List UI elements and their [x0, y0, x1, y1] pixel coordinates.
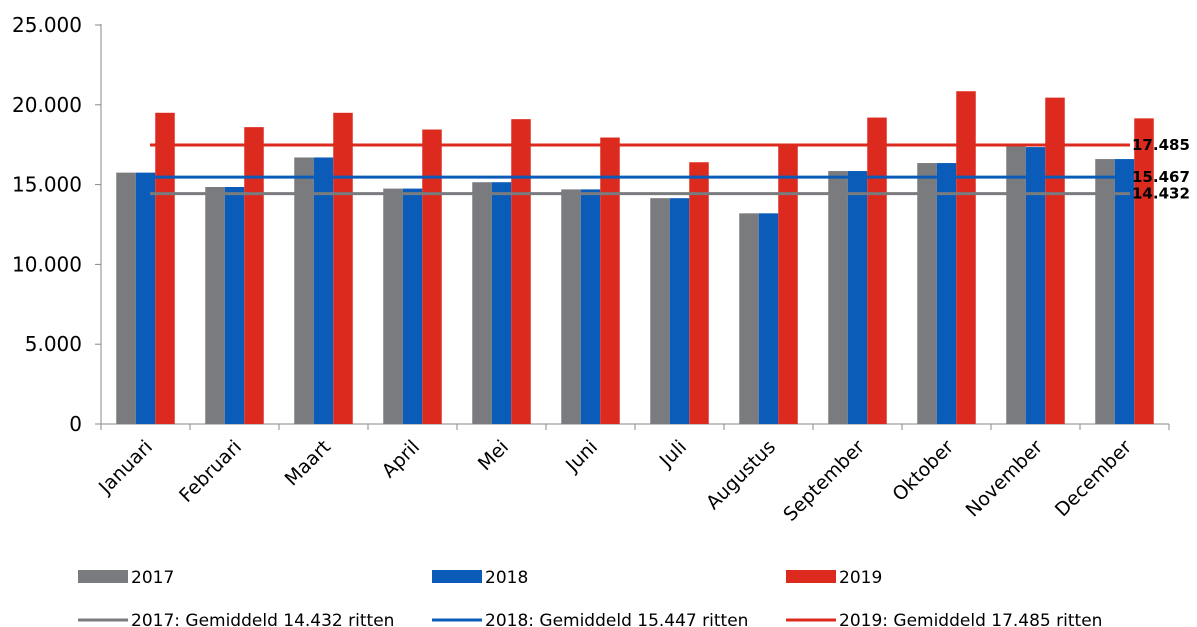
x-tick-label: Mei [474, 436, 513, 475]
bar [294, 157, 314, 424]
bar [828, 171, 848, 424]
y-tick-label: 5.000 [25, 332, 82, 356]
bar [402, 188, 423, 424]
bar [1006, 145, 1026, 425]
legend-label: 2018 [485, 568, 528, 588]
bar [600, 137, 620, 424]
x-tick-label: Oktober [888, 436, 958, 506]
x-tick-label: Januari [94, 436, 157, 499]
bar [936, 163, 957, 424]
x-tick-label: September [779, 436, 869, 526]
y-tick-label: 10.000 [12, 252, 82, 276]
bar [205, 186, 225, 424]
x-tick-label: November [962, 436, 1048, 522]
x-tick-label: April [378, 436, 424, 482]
legend-label: 2019 [839, 568, 882, 588]
bar [155, 112, 175, 424]
y-tick-label: 15.000 [12, 173, 82, 197]
x-tick-label: Maart [281, 436, 335, 490]
bar [669, 198, 690, 424]
bar [333, 112, 353, 424]
x-tick-label: Augustus [702, 436, 780, 514]
bar [758, 213, 779, 424]
bar [847, 171, 868, 424]
legend-swatch [786, 570, 836, 583]
average-label: 15.467 [1132, 168, 1190, 186]
bar [491, 182, 512, 424]
legend-label: 2019: Gemiddeld 17.485 ritten [839, 611, 1102, 627]
legend-swatch [432, 570, 482, 583]
y-tick-label: 0 [69, 412, 82, 436]
bar [135, 172, 156, 424]
bar [511, 119, 531, 424]
legend-label: 2017 [131, 568, 174, 588]
x-tick-label: Juli [655, 436, 691, 472]
chart-bars [116, 91, 1154, 425]
bar [422, 129, 442, 424]
average-label: 14.432 [1132, 185, 1190, 203]
bar [313, 157, 334, 424]
bar [244, 127, 264, 425]
legend-swatch [78, 570, 128, 583]
x-tick-label: Februari [175, 436, 246, 507]
bar [1095, 159, 1115, 424]
bar [116, 172, 136, 424]
y-tick-label: 25.000 [12, 13, 82, 37]
bar [867, 117, 887, 425]
bar [1025, 147, 1046, 424]
bar [917, 163, 937, 424]
bar [472, 182, 492, 424]
x-tick-label: December [1051, 436, 1136, 521]
bar [739, 213, 759, 424]
bar [1134, 118, 1154, 424]
bar [778, 144, 798, 424]
bar [650, 198, 670, 424]
bar [383, 188, 403, 424]
bar [580, 189, 601, 424]
bar [1114, 159, 1135, 424]
bar [561, 189, 581, 424]
y-tick-label: 20.000 [12, 93, 82, 117]
average-label: 17.485 [1132, 136, 1190, 154]
chart-legend: 2017 2018 2019 2017: Gemiddeld 14.432 ritte… [78, 568, 1102, 627]
x-tick-label: Juni [561, 436, 602, 477]
bar [224, 186, 245, 424]
legend-label: 2017: Gemiddeld 14.432 ritten [131, 611, 394, 627]
bar [956, 91, 976, 424]
bar [1045, 97, 1065, 425]
legend-label: 2018: Gemiddeld 15.447 ritten [485, 611, 748, 627]
bar [689, 162, 709, 425]
